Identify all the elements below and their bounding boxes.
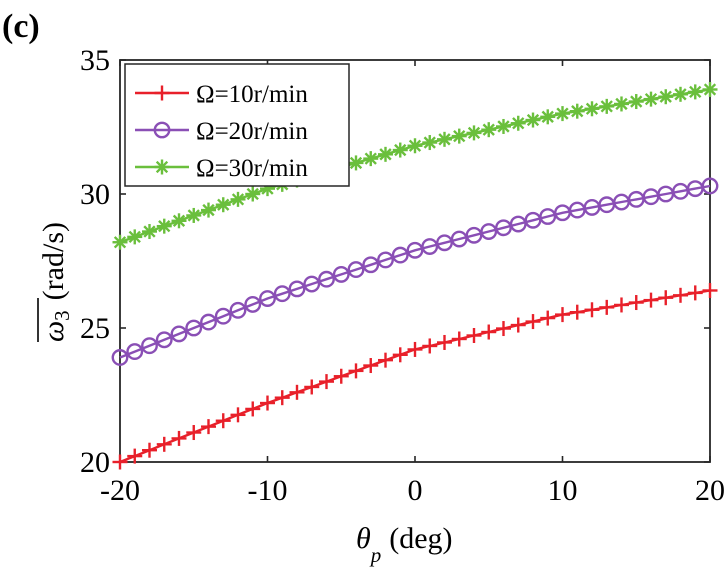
marker-asterisk-ray xyxy=(113,236,127,249)
y-tick-label: 25 xyxy=(80,312,110,345)
marker-asterisk-ray xyxy=(423,136,436,149)
marker-circle xyxy=(111,349,129,366)
svg-text:ω3(rad/s): ω3 (rad/s) xyxy=(37,222,74,342)
marker-circle xyxy=(185,319,203,337)
marker-asterisk-ray xyxy=(172,214,186,227)
x-tick-label: 10 xyxy=(548,474,578,507)
marker-asterisk-ray xyxy=(467,126,481,140)
series-line xyxy=(119,184,711,359)
marker-circle xyxy=(318,270,335,288)
marker-circle xyxy=(170,325,188,343)
marker-asterisk-ray xyxy=(438,133,451,146)
marker-circle xyxy=(141,337,158,355)
y-axis-title: ω3 (rad/s) xyxy=(37,222,74,342)
legend-label: Ω=30r/min xyxy=(196,155,308,182)
marker-circle xyxy=(259,290,276,307)
y-tick-label: 35 xyxy=(80,44,110,77)
x-axis-subscript: p xyxy=(369,543,382,567)
legend-item: Ω=30r/min xyxy=(135,155,308,182)
series-layer xyxy=(111,81,719,470)
marker-asterisk-ray xyxy=(674,88,687,101)
marker-asterisk-ray xyxy=(571,105,584,118)
marker-asterisk-ray xyxy=(231,193,245,206)
marker-asterisk-ray xyxy=(659,90,672,103)
panel-label: (c) xyxy=(2,8,40,45)
x-tick-label: -10 xyxy=(248,474,288,507)
legend-item: Ω=10r/min xyxy=(135,81,308,108)
series-2 xyxy=(111,177,719,366)
marker-asterisk-ray xyxy=(689,85,702,99)
marker-asterisk-ray xyxy=(217,198,230,211)
marker-asterisk-ray xyxy=(408,139,422,152)
marker-asterisk-ray xyxy=(379,148,392,161)
svg-text:θp(deg): θp (deg) xyxy=(356,522,453,567)
marker-asterisk-ray xyxy=(453,129,466,143)
series-markers xyxy=(111,177,719,366)
marker-asterisk-ray xyxy=(556,107,569,120)
marker-asterisk-ray xyxy=(394,143,407,157)
marker-circle xyxy=(214,307,232,325)
marker-asterisk-ray xyxy=(349,156,363,170)
marker-circle xyxy=(155,331,173,349)
marker-circle xyxy=(273,285,291,303)
x-tick-label: 20 xyxy=(695,474,725,507)
marker-asterisk-ray xyxy=(497,120,510,133)
y-axis-symbol: ω xyxy=(37,321,70,342)
x-axis-unit: (deg) xyxy=(389,522,452,555)
marker-circle xyxy=(377,251,394,269)
marker-asterisk-ray xyxy=(600,100,613,113)
marker-circle xyxy=(229,301,247,319)
marker-asterisk-ray xyxy=(155,160,169,174)
marker-circle xyxy=(362,256,380,274)
marker-asterisk-ray xyxy=(703,83,717,96)
marker-circle xyxy=(391,246,409,264)
x-tick-label: 0 xyxy=(408,474,423,507)
x-axis-symbol: θ xyxy=(356,522,371,555)
legend-label: Ω=10r/min xyxy=(196,81,308,108)
marker-asterisk-ray xyxy=(630,95,643,108)
marker-circle xyxy=(288,280,306,298)
x-tick-label: -20 xyxy=(100,474,140,507)
legend: Ω=10r/min Ω=20r/min Ω=30r/min xyxy=(124,63,350,187)
series-markers xyxy=(112,282,718,470)
marker-asterisk-ray xyxy=(246,187,259,201)
y-tick-label: 30 xyxy=(80,178,110,211)
marker-circle xyxy=(332,265,350,283)
marker-circle xyxy=(244,295,262,313)
series-1 xyxy=(112,282,718,470)
marker-asterisk-ray xyxy=(512,117,525,130)
legend-label: Ω=20r/min xyxy=(196,118,308,145)
y-axis-unit: (rad/s) xyxy=(37,222,70,300)
marker-asterisk-ray xyxy=(482,123,495,136)
x-axis-title: θp (deg) xyxy=(356,522,453,567)
marker-asterisk-ray xyxy=(585,102,599,115)
marker-asterisk-ray xyxy=(128,230,141,244)
marker-circle xyxy=(347,261,365,279)
y-axis-subscript: 3 xyxy=(50,310,74,321)
marker-asterisk-ray xyxy=(143,225,156,238)
y-tick-label: 20 xyxy=(80,446,110,479)
y-axis: 20 25 30 35 xyxy=(80,44,710,479)
marker-asterisk-ray xyxy=(615,97,628,111)
marker-circle xyxy=(126,343,144,361)
marker-asterisk-ray xyxy=(202,203,215,217)
marker-circle xyxy=(701,177,719,195)
x-axis: -20 -10 0 10 20 xyxy=(100,60,725,507)
marker-asterisk-ray xyxy=(644,92,658,106)
marker-asterisk-ray xyxy=(158,220,171,233)
marker-circle xyxy=(153,121,171,139)
marker-circle xyxy=(303,275,321,293)
marker-asterisk-ray xyxy=(364,152,377,165)
marker-asterisk-ray xyxy=(526,113,540,127)
legend-item: Ω=20r/min xyxy=(135,118,308,145)
marker-circle xyxy=(200,313,217,331)
marker-asterisk-ray xyxy=(187,209,200,222)
marker-asterisk-ray xyxy=(541,110,554,123)
